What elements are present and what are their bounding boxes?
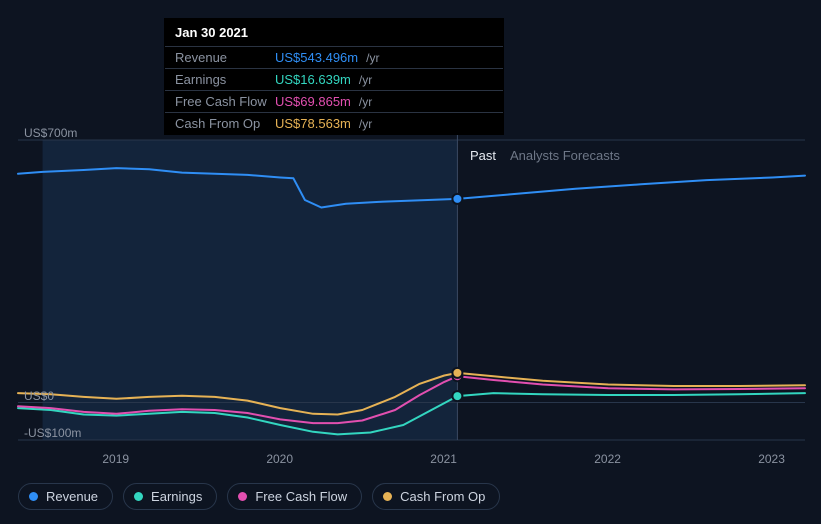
- y-axis-label: US$0: [24, 389, 54, 403]
- series-marker-cfo[interactable]: [453, 368, 462, 377]
- x-axis-label: 2019: [102, 452, 129, 466]
- tooltip-row-value: US$16.639m: [275, 72, 351, 87]
- tooltip-date: Jan 30 2021: [165, 19, 503, 47]
- tooltip-row-value: US$69.865m: [275, 94, 351, 109]
- legend-item[interactable]: Revenue: [18, 483, 113, 510]
- legend-item[interactable]: Cash From Op: [372, 483, 500, 510]
- y-axis-label: US$700m: [24, 126, 77, 140]
- legend-dot-icon: [134, 492, 143, 501]
- tooltip-row-unit: /yr: [359, 95, 372, 109]
- tooltip-row-unit: /yr: [366, 51, 379, 65]
- period-label-forecast: Analysts Forecasts: [510, 148, 620, 163]
- tooltip-row-label: Free Cash Flow: [175, 94, 267, 109]
- series-marker-earnings[interactable]: [453, 392, 462, 401]
- tooltip-row: Free Cash Flow US$69.865m/yr: [165, 91, 503, 113]
- tooltip-row-label: Cash From Op: [175, 116, 267, 131]
- period-label-past: Past: [470, 148, 496, 163]
- tooltip-row: Revenue US$543.496m/yr: [165, 47, 503, 69]
- tooltip-row: Cash From Op US$78.563m/yr: [165, 113, 503, 134]
- tooltip-row-unit: /yr: [359, 73, 372, 87]
- tooltip-row: Earnings US$16.639m/yr: [165, 69, 503, 91]
- legend-dot-icon: [238, 492, 247, 501]
- legend-dot-icon: [29, 492, 38, 501]
- tooltip-row-label: Earnings: [175, 72, 267, 87]
- y-axis-label: -US$100m: [24, 426, 81, 440]
- legend-item[interactable]: Earnings: [123, 483, 217, 510]
- legend-item-label: Earnings: [151, 489, 202, 504]
- x-axis-label: 2023: [758, 452, 785, 466]
- past-period-area: [43, 140, 458, 440]
- tooltip-row-unit: /yr: [359, 117, 372, 131]
- legend-item-label: Free Cash Flow: [255, 489, 347, 504]
- tooltip-row-value: US$78.563m: [275, 116, 351, 131]
- chart-legend: Revenue Earnings Free Cash Flow Cash From O…: [18, 483, 500, 510]
- series-marker-revenue[interactable]: [453, 194, 462, 203]
- tooltip-row-label: Revenue: [175, 50, 267, 65]
- legend-item[interactable]: Free Cash Flow: [227, 483, 362, 510]
- chart-tooltip: Jan 30 2021RevenueUS$543.496m/yrEarnings…: [164, 18, 504, 135]
- x-axis-label: 2022: [594, 452, 621, 466]
- legend-item-label: Cash From Op: [400, 489, 485, 504]
- legend-dot-icon: [383, 492, 392, 501]
- legend-item-label: Revenue: [46, 489, 98, 504]
- x-axis-label: 2021: [430, 452, 457, 466]
- x-axis-label: 2020: [266, 452, 293, 466]
- tooltip-row-value: US$543.496m: [275, 50, 358, 65]
